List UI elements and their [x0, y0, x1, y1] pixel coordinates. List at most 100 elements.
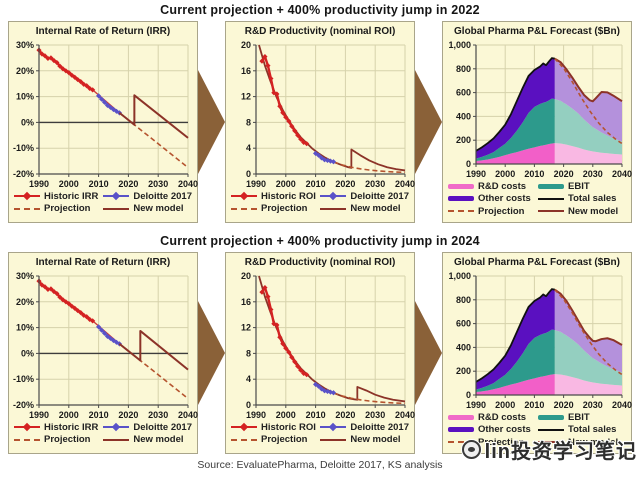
legend-swatch-icon	[538, 414, 564, 420]
legend-swatch-icon	[448, 414, 474, 420]
legend-item: Projection	[14, 203, 101, 216]
legend-item: Other costs	[448, 193, 536, 206]
irr-chart-2024-panel: Internal Rate of Return (IRR) 30% 20% 10% 0…	[8, 252, 198, 454]
legend-label: Projection	[261, 203, 308, 215]
legend-label: R&D costs	[478, 180, 527, 192]
legend-swatch-icon	[448, 427, 474, 433]
legend: Historic IRR Deloitte 2017 Projection New m…	[14, 190, 192, 215]
y-tick-label: 20	[241, 40, 251, 50]
y-tick-label: 20%	[16, 66, 34, 76]
legend-swatch-icon	[14, 438, 40, 441]
legend-label: Deloitte 2017	[350, 421, 409, 433]
legend-item: EBIT	[538, 180, 626, 193]
x-tick-label: 2000	[276, 410, 296, 420]
diamond-marker-icon	[22, 192, 32, 201]
legend-item: New model	[103, 434, 192, 447]
x-tick-label: 2030	[148, 410, 168, 420]
x-tick-label: 2010	[306, 410, 326, 420]
legend-item: Historic IRR	[14, 421, 101, 434]
legend-item: Historic ROI	[231, 421, 318, 434]
legend-item: Deloitte 2017	[103, 190, 192, 203]
diamond-marker-icon	[22, 423, 32, 432]
y-tick-label: 4	[246, 374, 251, 384]
y-tick-label: 20%	[16, 297, 34, 307]
legend-item: Deloitte 2017	[320, 421, 409, 434]
legend-label: New model	[350, 203, 401, 215]
legend-label: EBIT	[568, 411, 590, 423]
legend-swatch-icon	[14, 207, 40, 210]
legend-item: Total sales	[538, 424, 626, 437]
x-tick-label: 1990	[246, 410, 266, 420]
pnl-plot-2024: 0 200 400 600 800 1,000 1990 2000 2010 2020 2030 20…	[448, 271, 632, 410]
y-tick-label: 16	[241, 66, 251, 76]
legend-swatch-icon	[538, 183, 564, 189]
x-tick-label: 2040	[395, 410, 415, 420]
legend-label: Other costs	[478, 193, 531, 205]
y-tick-label: 20	[241, 271, 251, 281]
x-tick-label: 2020	[118, 179, 138, 189]
legend: Historic IRR Deloitte 2017 Projection New m…	[14, 421, 192, 446]
y-tick-label: 8	[246, 117, 251, 127]
x-tick-label: 2020	[554, 400, 574, 410]
x-tick-label: 2040	[178, 410, 198, 420]
y-tick-label: 800	[456, 64, 471, 74]
x-tick-label: 2020	[335, 179, 355, 189]
chart-title: R&D Productivity (nominal ROI)	[244, 257, 396, 268]
x-tick-label: 2000	[59, 179, 79, 189]
y-tick-label: 0	[466, 390, 471, 400]
legend-label: Projection	[44, 434, 91, 446]
x-tick-label: 2030	[583, 169, 603, 179]
legend-label: Projection	[478, 436, 525, 448]
y-tick-label: 1,000	[448, 271, 471, 281]
legend-swatch-icon	[320, 192, 347, 201]
legend-label: New model	[350, 434, 401, 446]
legend-swatch-icon	[320, 438, 347, 441]
legend-item: Deloitte 2017	[103, 421, 192, 434]
y-tick-label: 30%	[16, 271, 34, 281]
legend-item: Projection	[448, 436, 536, 449]
arrow-right-icon	[415, 70, 442, 174]
irr-plot-2022: 30% 20% 10% 0% -10% -20%1990 2000 2010 2020 2030 2…	[13, 40, 198, 189]
legend-swatch-icon	[448, 183, 474, 189]
arrow-right-icon	[198, 70, 225, 174]
legend-item: New model	[103, 203, 192, 216]
legend-label: New model	[133, 434, 184, 446]
watermark: lin投资学习笔记	[461, 435, 637, 464]
arrow-wrap	[415, 21, 442, 223]
legend-swatch-icon	[538, 441, 564, 444]
legend-label: Total sales	[568, 424, 617, 436]
legend-label: Projection	[44, 203, 91, 215]
y-tick-label: 200	[456, 366, 471, 376]
legend-item: Projection	[14, 434, 101, 447]
legend-item: New model	[538, 205, 626, 218]
watermark-logo-icon	[461, 440, 481, 459]
legend-label: Historic IRR	[44, 190, 99, 202]
y-tick-label: 16	[241, 297, 251, 307]
arrow-right-icon	[198, 301, 225, 405]
x-tick-label: 2000	[59, 410, 79, 420]
legend-swatch-icon	[448, 441, 474, 444]
x-tick-label: 2030	[148, 179, 168, 189]
chart-row-2024: Internal Rate of Return (IRR) 30% 20% 10% 0…	[0, 252, 640, 454]
y-tick-label: 0	[246, 169, 251, 179]
legend-label: Other costs	[478, 424, 531, 436]
y-tick-label: 0%	[21, 348, 34, 358]
legend-label: Deloitte 2017	[133, 421, 192, 433]
legend-swatch-icon	[103, 423, 130, 432]
y-tick-label: -20%	[13, 169, 34, 179]
y-tick-label: 600	[456, 88, 471, 98]
legend-swatch-icon	[538, 197, 564, 200]
legend-swatch-icon	[231, 207, 257, 210]
legend-swatch-icon	[103, 438, 130, 441]
legend-swatch-icon	[538, 210, 564, 213]
x-tick-label: 1990	[246, 179, 266, 189]
arrow-wrap	[415, 252, 442, 454]
x-tick-label: 1990	[29, 179, 49, 189]
legend-item: R&D costs	[448, 180, 536, 193]
legend-swatch-icon	[448, 210, 474, 213]
legend-item: Projection	[448, 205, 536, 218]
roi-chart-2022-panel: R&D Productivity (nominal ROI) 20 16 12 8 4 0…	[225, 21, 415, 223]
y-tick-label: 0	[246, 400, 251, 410]
chart-row-2022: Internal Rate of Return (IRR) 30% 20% 10% 0…	[0, 21, 640, 223]
